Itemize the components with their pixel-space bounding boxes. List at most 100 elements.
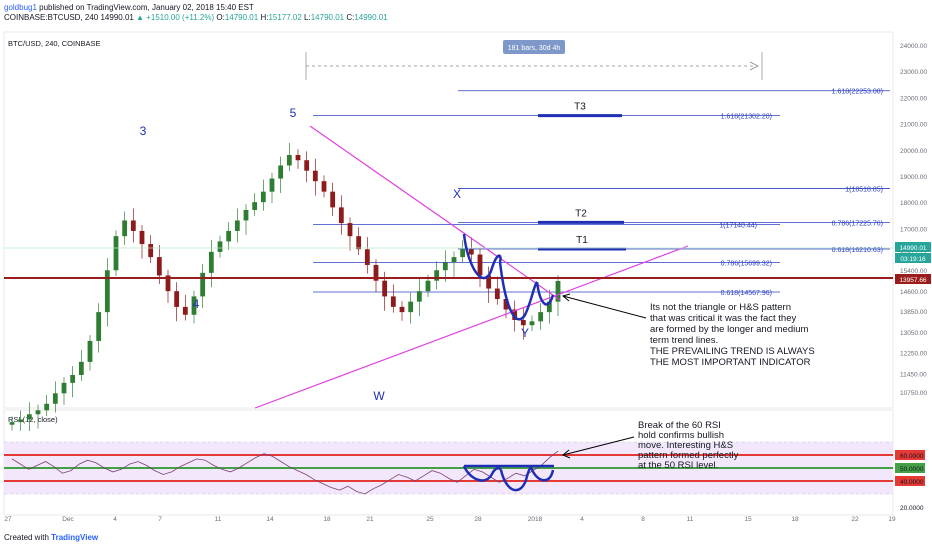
x-tick-label: 8 xyxy=(641,516,645,523)
price-tick-label: 18000.00 xyxy=(900,200,927,207)
x-tick-label: 7 xyxy=(158,516,162,523)
candle-body xyxy=(278,165,284,179)
wave-label: 3 xyxy=(140,124,147,138)
candle-body xyxy=(408,301,414,313)
price-tick-label: 24000.00 xyxy=(900,43,927,50)
candle-body xyxy=(70,374,76,383)
candle-body xyxy=(390,296,396,307)
candle-body xyxy=(156,257,162,276)
candle-body xyxy=(104,270,110,313)
rsi-tick-label: 20.0000 xyxy=(900,505,924,512)
rsi-40-badge xyxy=(895,476,925,486)
x-tick-label: Dec xyxy=(62,516,74,523)
candle-body xyxy=(520,319,526,326)
candle-body xyxy=(321,181,327,192)
candle-body xyxy=(503,299,509,310)
candle-body xyxy=(113,236,119,271)
wave-label: 4 xyxy=(193,297,200,311)
price-tick-label: 12250.00 xyxy=(900,351,927,358)
author-link[interactable]: goldbug1 xyxy=(4,3,37,12)
candle-body xyxy=(442,262,448,271)
x-tick-label: 4 xyxy=(580,516,584,523)
candle-body xyxy=(9,422,15,425)
candle-body xyxy=(451,257,457,263)
candle-body xyxy=(486,275,492,289)
rsi-tick-label: 40.0000 xyxy=(900,479,924,486)
x-tick-label: 28 xyxy=(474,516,482,523)
wave-label: X xyxy=(453,187,461,201)
candle-body xyxy=(87,340,93,362)
footer: Created with TradingView xyxy=(4,533,98,542)
price-tick-label: 15400.00 xyxy=(900,268,927,275)
candle-body xyxy=(399,306,405,313)
x-tick-label: 11 xyxy=(687,516,694,523)
candle-body xyxy=(286,154,292,166)
x-tick-label: 15 xyxy=(744,516,752,523)
measure-badge xyxy=(503,40,565,54)
candle-body xyxy=(260,191,266,203)
ascending-trendline xyxy=(254,245,689,409)
rsi-hs-right xyxy=(529,466,555,482)
candle-body xyxy=(364,249,370,265)
x-tick-label: 21 xyxy=(366,516,374,523)
high-value: 15177.02 xyxy=(268,13,302,22)
price-tick-label: 20000.00 xyxy=(900,148,927,155)
level-badge xyxy=(895,274,931,284)
candle-body xyxy=(226,230,232,242)
rsi-tick-label: 60.0000 xyxy=(900,453,924,460)
last-price-badge xyxy=(895,242,931,252)
candle-body xyxy=(312,170,318,182)
candle-body xyxy=(234,220,240,231)
candle-body xyxy=(78,361,84,375)
candle-body xyxy=(338,207,344,224)
candle-body xyxy=(347,223,353,237)
x-tick-label: 14 xyxy=(266,516,274,523)
tradingview-logo[interactable]: TradingView xyxy=(51,533,99,542)
candle-body xyxy=(26,414,32,420)
price-pane xyxy=(3,31,894,409)
fib-level-label: 0.786(17225.76) xyxy=(832,220,883,227)
candle-body xyxy=(356,236,362,250)
level-tag: 13957.66 xyxy=(899,277,926,284)
candle-body xyxy=(191,296,197,315)
wave-label: Y xyxy=(521,326,529,340)
price-chart-title: BTC/USD, 240, COINBASE xyxy=(8,39,101,48)
rsi-hs-head xyxy=(499,466,532,492)
candle-body xyxy=(512,309,518,320)
rsi-tick-label: 50.0000 xyxy=(900,466,924,473)
price-annotation-arrow xyxy=(562,295,647,319)
x-tick-label: 18 xyxy=(323,516,331,523)
descending-trendline xyxy=(309,125,561,301)
price-annotation: Its not the triangle or H&S pattern that … xyxy=(650,302,815,368)
created-with-label: Created with xyxy=(4,533,49,542)
fib-level-label: 1.618(22253.08) xyxy=(832,89,883,96)
price-tick-label: 11450.00 xyxy=(900,372,927,379)
x-tick-label: 19 xyxy=(888,516,896,523)
x-tick-label: 22 xyxy=(851,516,859,523)
price-tick-label: 22000.00 xyxy=(900,95,927,102)
candle-body xyxy=(96,312,102,341)
price-change: ▲ +1510.00 (+11.2%) xyxy=(136,13,215,22)
publish-date: published on TradingView.com, January 02… xyxy=(39,3,254,12)
symbol-name: COINBASE:BTCUSD, 240 xyxy=(4,13,99,22)
rsi-50-badge xyxy=(895,463,925,473)
x-tick-label: 2018 xyxy=(528,516,543,523)
rsi-line xyxy=(11,450,559,495)
fib-level-label: 1.618(21302.20) xyxy=(721,114,772,121)
candle-body xyxy=(434,270,440,281)
candle-body xyxy=(546,301,552,313)
last-price-tag: 14990.01 xyxy=(899,245,926,252)
price-tick-label: 23000.00 xyxy=(900,69,927,76)
rsi-hs-left xyxy=(462,465,503,482)
open-value: 14790.01 xyxy=(224,13,259,22)
rsi-annotation: Break of the 60 RSI hold confirms bullish… xyxy=(638,420,739,471)
candle-body xyxy=(35,410,41,415)
price-tick-label: 19000.00 xyxy=(900,174,927,181)
price-tick-label: 17000.00 xyxy=(900,226,927,233)
fib-level-label: 0.618(16210.63) xyxy=(832,247,883,254)
candle-body xyxy=(468,249,474,255)
candle-body xyxy=(425,280,431,292)
fib-level-label: 1(17140.44) xyxy=(719,223,757,230)
candle-body xyxy=(477,254,483,276)
